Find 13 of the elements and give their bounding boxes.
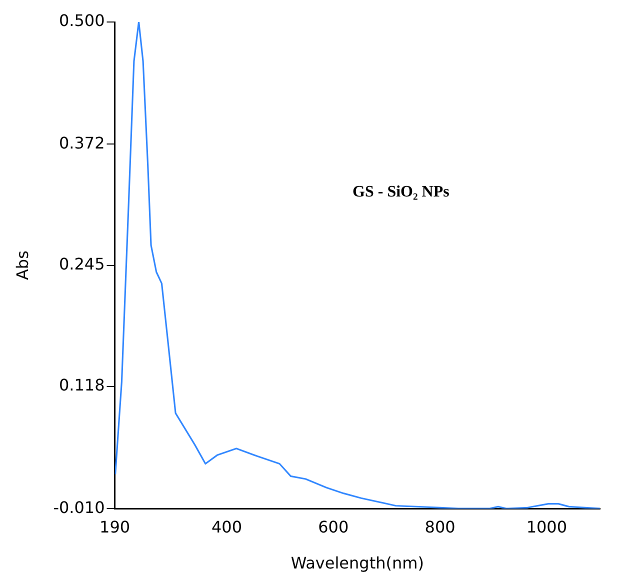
x-tick-label: 800 <box>424 517 456 536</box>
y-tick-label: 0.245 <box>58 254 105 274</box>
annotation: GS - SiO₂ NPs <box>352 183 450 200</box>
x-tick-label: 1000 <box>526 517 568 536</box>
y-tick-label: 0.118 <box>58 376 105 395</box>
x-axis-title: Wavelength(nm) <box>290 554 424 573</box>
x-tick-label: 600 <box>318 517 349 536</box>
x-tick-label: 400 <box>211 517 242 536</box>
x-tick-label: 190 <box>100 517 130 536</box>
y-tick-label: 0.500 <box>58 11 105 30</box>
y-tick-label: 0.372 <box>58 133 105 152</box>
y-tick-label: -0.010 <box>53 498 105 517</box>
y-axis-title: Abs <box>12 250 32 280</box>
